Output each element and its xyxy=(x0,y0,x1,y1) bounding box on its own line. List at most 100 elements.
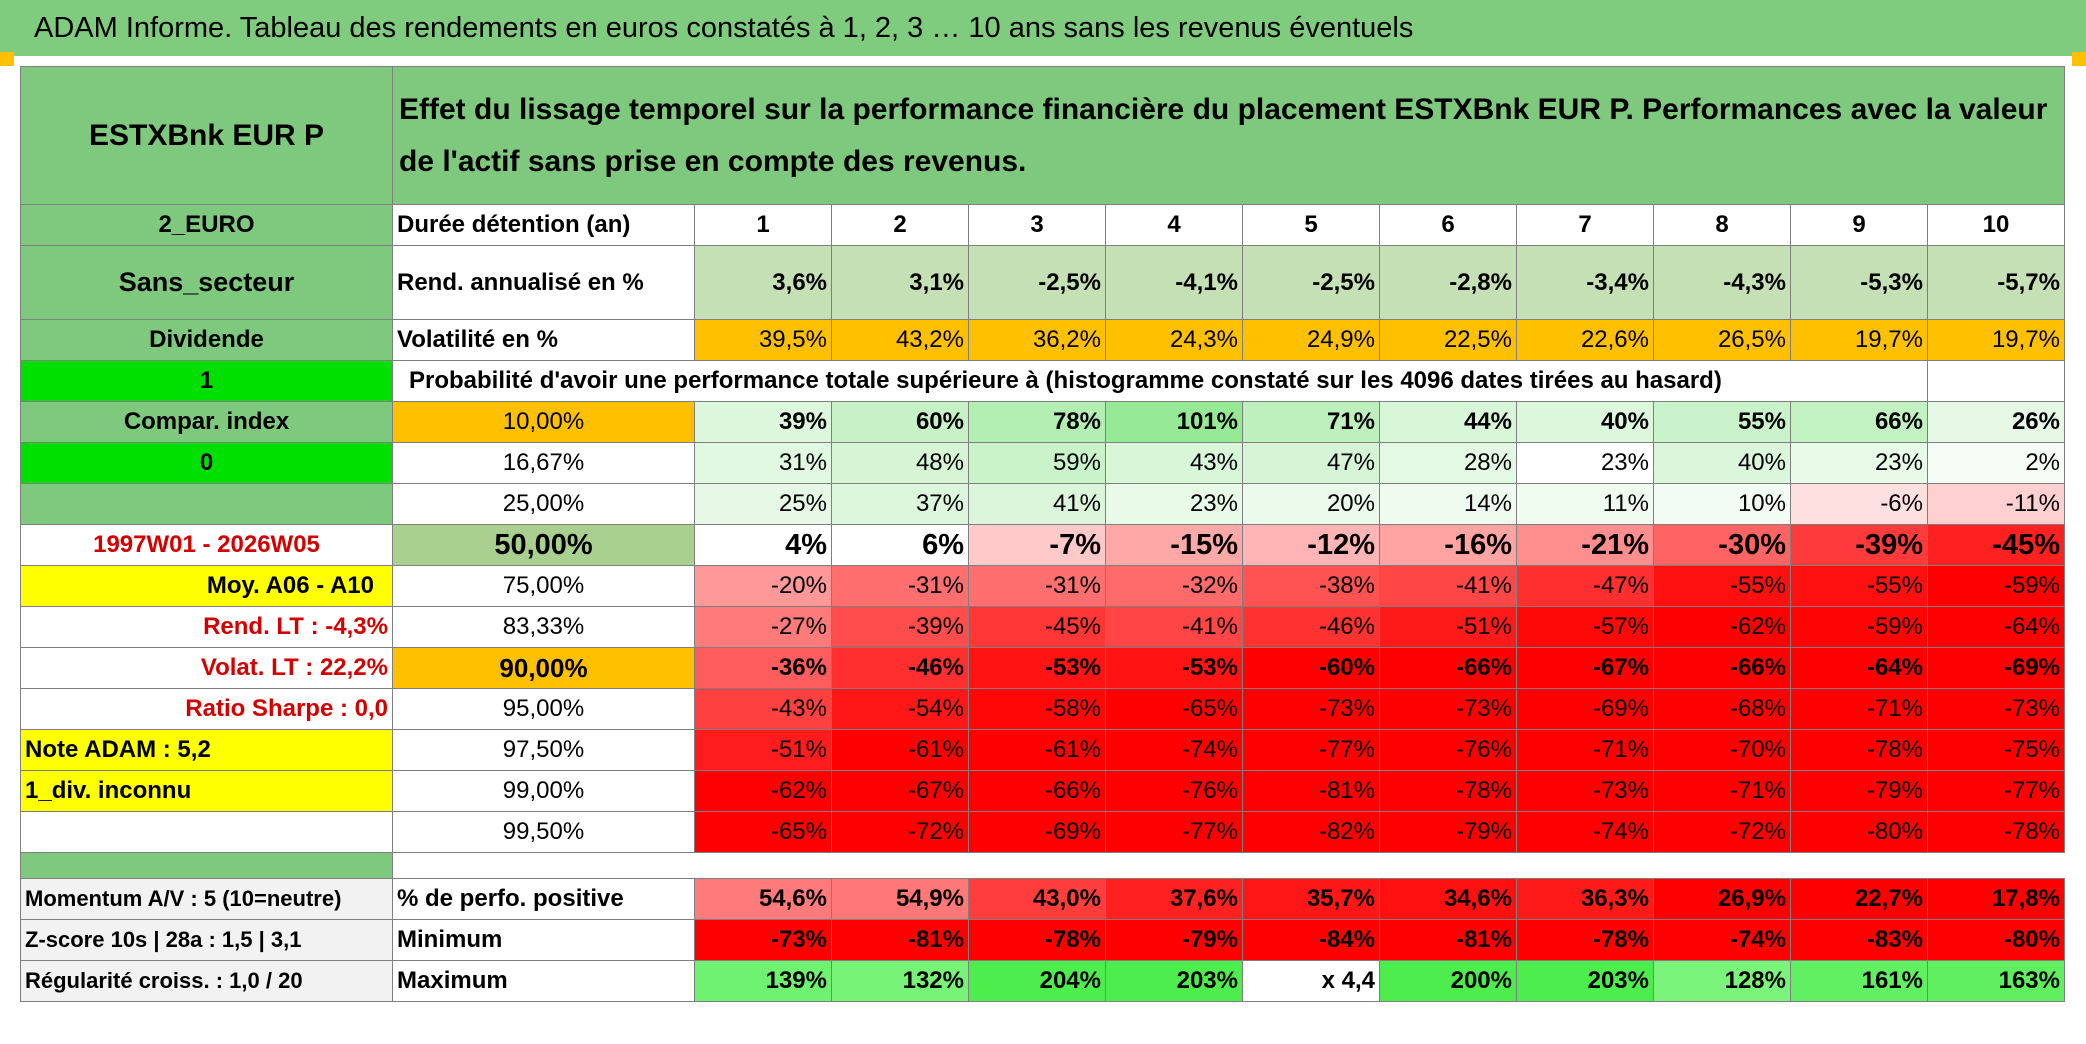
prob-cell: -72% xyxy=(831,811,969,853)
maximum-cell: 200% xyxy=(1379,960,1517,1002)
prob-cell: 23% xyxy=(1105,483,1243,525)
threshold-cell: 97,50% xyxy=(392,729,695,771)
volat-cell: 43,2% xyxy=(831,319,969,361)
volat-cell: 22,5% xyxy=(1379,319,1517,361)
threshold-cell: 90,00% xyxy=(392,647,695,689)
prob-cell: -69% xyxy=(968,811,1106,853)
prob-cell: 28% xyxy=(1379,442,1517,484)
prob-row: Rend. LT : -4,3% 83,33% -27% -39% -45% -… xyxy=(20,606,2065,648)
prob-cell: -32% xyxy=(1105,565,1243,607)
prob-cell: -51% xyxy=(1379,606,1517,648)
row-volat: Dividende Volatilité en % 39,5% 43,2% 36… xyxy=(20,319,2065,361)
maximum-cell: 204% xyxy=(968,960,1106,1002)
prob-cell: -67% xyxy=(831,770,969,812)
prob-cell: 2% xyxy=(1927,442,2065,484)
prob-cell: 14% xyxy=(1379,483,1517,525)
prob-cell: -27% xyxy=(694,606,832,648)
positive-cell: 17,8% xyxy=(1927,878,2065,920)
prob-cell: -21% xyxy=(1516,524,1654,566)
prob-row: 25,00% 25% 37% 41% 23% 20% 14% 11% 10% -… xyxy=(20,483,2065,525)
prob-cell: 48% xyxy=(831,442,969,484)
prob-cell: -78% xyxy=(1927,811,2065,853)
maximum-cell: 132% xyxy=(831,960,969,1002)
prob-cell: -79% xyxy=(1379,811,1517,853)
spacer-cell xyxy=(393,853,2065,879)
prob-cell: -69% xyxy=(1516,688,1654,730)
positive-cell: 36,3% xyxy=(1516,878,1654,920)
prob-cell: -31% xyxy=(968,565,1106,607)
minimum-cell: -78% xyxy=(1516,919,1654,961)
year-header: 3 xyxy=(968,204,1106,246)
prob-cell: -45% xyxy=(1927,524,2065,566)
positive-cell: 54,6% xyxy=(694,878,832,920)
sharpe-label: Ratio Sharpe : 0,0 xyxy=(20,688,393,730)
prob-cell: -41% xyxy=(1105,606,1243,648)
prob-cell: -55% xyxy=(1790,565,1928,607)
prob-cell: -64% xyxy=(1790,647,1928,689)
regularite-label: Régularité croiss. : 1,0 / 20 xyxy=(20,960,393,1002)
dividend-status-label: 1_div. inconnu xyxy=(20,770,393,812)
prob-cell: -61% xyxy=(831,729,969,771)
prob-cell: -62% xyxy=(1653,606,1791,648)
prob-cell: 101% xyxy=(1105,401,1243,443)
prob-cell: -67% xyxy=(1516,647,1654,689)
positive-cell: 35,7% xyxy=(1242,878,1380,920)
prob-cell: -58% xyxy=(968,688,1106,730)
prob-cell: -60% xyxy=(1242,647,1380,689)
period-label: 1997W01 - 2026W05 xyxy=(20,524,393,566)
threshold-cell: 10,00% xyxy=(392,401,695,443)
prob-cell: 37% xyxy=(831,483,969,525)
prob-cell: -16% xyxy=(1379,524,1517,566)
prob-cell: 66% xyxy=(1790,401,1928,443)
prob-cell: -55% xyxy=(1653,565,1791,607)
prob-cell: -76% xyxy=(1105,770,1243,812)
row-positive: Momentum A/V : 5 (10=neutre) % de perfo.… xyxy=(20,878,2065,920)
rend-cell: 3,6% xyxy=(694,245,832,320)
prob-cell: -65% xyxy=(694,811,832,853)
volat-cell: 24,3% xyxy=(1105,319,1243,361)
positive-cell: 54,9% xyxy=(831,878,969,920)
prob-cell: 41% xyxy=(968,483,1106,525)
prob-cell: -59% xyxy=(1790,606,1928,648)
prob-cell: -11% xyxy=(1927,483,2065,525)
rend-cell: -2,5% xyxy=(968,245,1106,320)
prob-cell: -76% xyxy=(1379,729,1517,771)
prob-cell: -66% xyxy=(968,770,1106,812)
rend-lt-label: Rend. LT : -4,3% xyxy=(20,606,393,648)
prob-cell: -57% xyxy=(1516,606,1654,648)
maximum-cell: 139% xyxy=(694,960,832,1002)
volat-cell: 22,6% xyxy=(1516,319,1654,361)
prob-cell: 31% xyxy=(694,442,832,484)
volat-cell: 19,7% xyxy=(1790,319,1928,361)
prob-cell: -78% xyxy=(1790,729,1928,771)
prob-cell: -80% xyxy=(1790,811,1928,853)
spacer-row xyxy=(20,852,2065,879)
prob-cell: 11% xyxy=(1516,483,1654,525)
prob-cell: -71% xyxy=(1790,688,1928,730)
prob-cell: -73% xyxy=(1242,688,1380,730)
prob-cell: -15% xyxy=(1105,524,1243,566)
rend-cell: -2,5% xyxy=(1242,245,1380,320)
volat-cell: 24,9% xyxy=(1242,319,1380,361)
minimum-cell: -81% xyxy=(1379,919,1517,961)
threshold-cell: 99,50% xyxy=(392,811,695,853)
year-header: 1 xyxy=(694,204,832,246)
momentum-label: Momentum A/V : 5 (10=neutre) xyxy=(20,878,393,920)
prob-cell: -74% xyxy=(1516,811,1654,853)
table-description: Effet du lissage temporel sur la perform… xyxy=(392,66,2065,205)
year-header: 6 xyxy=(1379,204,1517,246)
prob-cell: -54% xyxy=(831,688,969,730)
year-header: 9 xyxy=(1790,204,1928,246)
year-header: 8 xyxy=(1653,204,1791,246)
maximum-cell: 161% xyxy=(1790,960,1928,1002)
prob-cell: -65% xyxy=(1105,688,1243,730)
prob-cell: 60% xyxy=(831,401,969,443)
row-proba-header: 1 Probabilité d'avoir une performance to… xyxy=(20,360,2065,402)
prob-cell: -77% xyxy=(1927,770,2065,812)
rend-cell: -5,3% xyxy=(1790,245,1928,320)
prob-cell: 4% xyxy=(694,524,832,566)
maximum-cell: 203% xyxy=(1516,960,1654,1002)
prob-cell: -68% xyxy=(1653,688,1791,730)
prob-row: Ratio Sharpe : 0,0 95,00% -43% -54% -58%… xyxy=(20,688,2065,730)
volat-cell: 39,5% xyxy=(694,319,832,361)
